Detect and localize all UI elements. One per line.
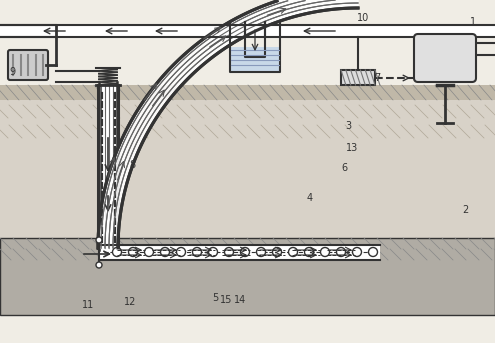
Text: 5: 5 xyxy=(212,293,218,303)
Bar xyxy=(0,100,495,238)
Polygon shape xyxy=(0,25,495,37)
Circle shape xyxy=(337,248,346,257)
Circle shape xyxy=(368,248,378,257)
Text: 15: 15 xyxy=(220,295,232,305)
Bar xyxy=(99,245,380,260)
Circle shape xyxy=(129,248,138,257)
Text: 10: 10 xyxy=(357,13,369,23)
Circle shape xyxy=(112,248,121,257)
Text: 3: 3 xyxy=(345,121,351,131)
FancyBboxPatch shape xyxy=(8,50,48,80)
Bar xyxy=(0,238,495,315)
Circle shape xyxy=(352,248,361,257)
Circle shape xyxy=(256,248,265,257)
Polygon shape xyxy=(98,0,358,248)
Text: 1: 1 xyxy=(470,17,476,27)
Text: 6: 6 xyxy=(341,163,347,173)
Circle shape xyxy=(241,248,249,257)
Circle shape xyxy=(273,248,282,257)
Text: 11: 11 xyxy=(82,300,94,310)
Circle shape xyxy=(208,248,217,257)
Text: 4: 4 xyxy=(307,193,313,203)
Text: 13: 13 xyxy=(346,143,358,153)
Circle shape xyxy=(193,248,201,257)
Circle shape xyxy=(320,248,330,257)
Text: 8: 8 xyxy=(129,160,135,170)
Circle shape xyxy=(225,248,234,257)
Text: 7: 7 xyxy=(374,73,380,83)
Circle shape xyxy=(304,248,313,257)
Circle shape xyxy=(289,248,297,257)
Bar xyxy=(231,47,280,72)
Bar xyxy=(341,70,375,85)
FancyBboxPatch shape xyxy=(414,34,476,82)
Circle shape xyxy=(177,248,186,257)
Circle shape xyxy=(160,248,169,257)
Text: 14: 14 xyxy=(234,295,246,305)
Text: 12: 12 xyxy=(124,297,136,307)
Bar xyxy=(99,85,116,250)
Circle shape xyxy=(96,262,102,268)
Circle shape xyxy=(145,248,153,257)
Text: 2: 2 xyxy=(462,205,468,215)
Bar xyxy=(0,85,495,100)
Circle shape xyxy=(96,237,102,243)
Text: 9: 9 xyxy=(9,67,15,77)
